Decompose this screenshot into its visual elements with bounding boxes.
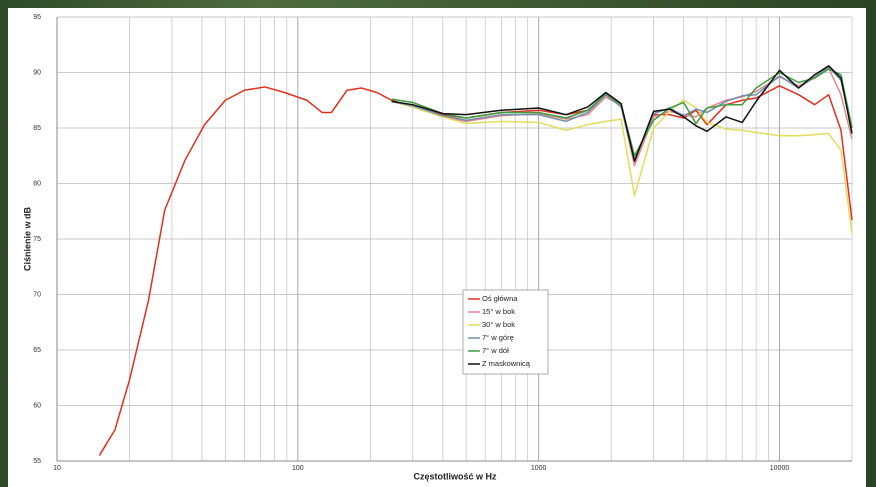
- legend-label: 7° w górę: [482, 333, 514, 342]
- x-tick-label: 1000: [531, 465, 547, 472]
- y-tick-label: 75: [33, 236, 41, 243]
- y-tick-label: 80: [33, 180, 41, 187]
- legend-label: Z maskownicą: [482, 359, 531, 368]
- legend: Oś główna 15° w bok 30° w bok 7° w górę 7° w…: [463, 290, 548, 374]
- y-tick-label: 65: [33, 347, 41, 354]
- legend-label: 7° w dół: [482, 346, 509, 355]
- x-axis-title: Częstotliwość w Hz: [413, 471, 497, 481]
- y-tick-label: 70: [33, 291, 41, 298]
- legend-label: 30° w bok: [482, 320, 515, 329]
- y-axis-title: Ciśnienie w dB: [22, 206, 32, 271]
- x-tick-label: 100: [292, 465, 304, 472]
- y-tick-label: 95: [33, 14, 41, 21]
- chart-panel: [8, 8, 866, 487]
- x-tick-label: 10: [53, 465, 61, 472]
- legend-label: 15° w bok: [482, 307, 515, 316]
- y-tick-label: 85: [33, 125, 41, 132]
- y-tick-label: 60: [33, 402, 41, 409]
- legend-label: Oś główna: [482, 294, 518, 303]
- y-tick-label: 55: [33, 458, 41, 465]
- chart: Częstotliwość w Hz Ciśnienie w dB 55 60 65…: [0, 0, 876, 487]
- y-tick-label: 90: [33, 69, 41, 76]
- x-tick-label: 10000: [770, 465, 790, 472]
